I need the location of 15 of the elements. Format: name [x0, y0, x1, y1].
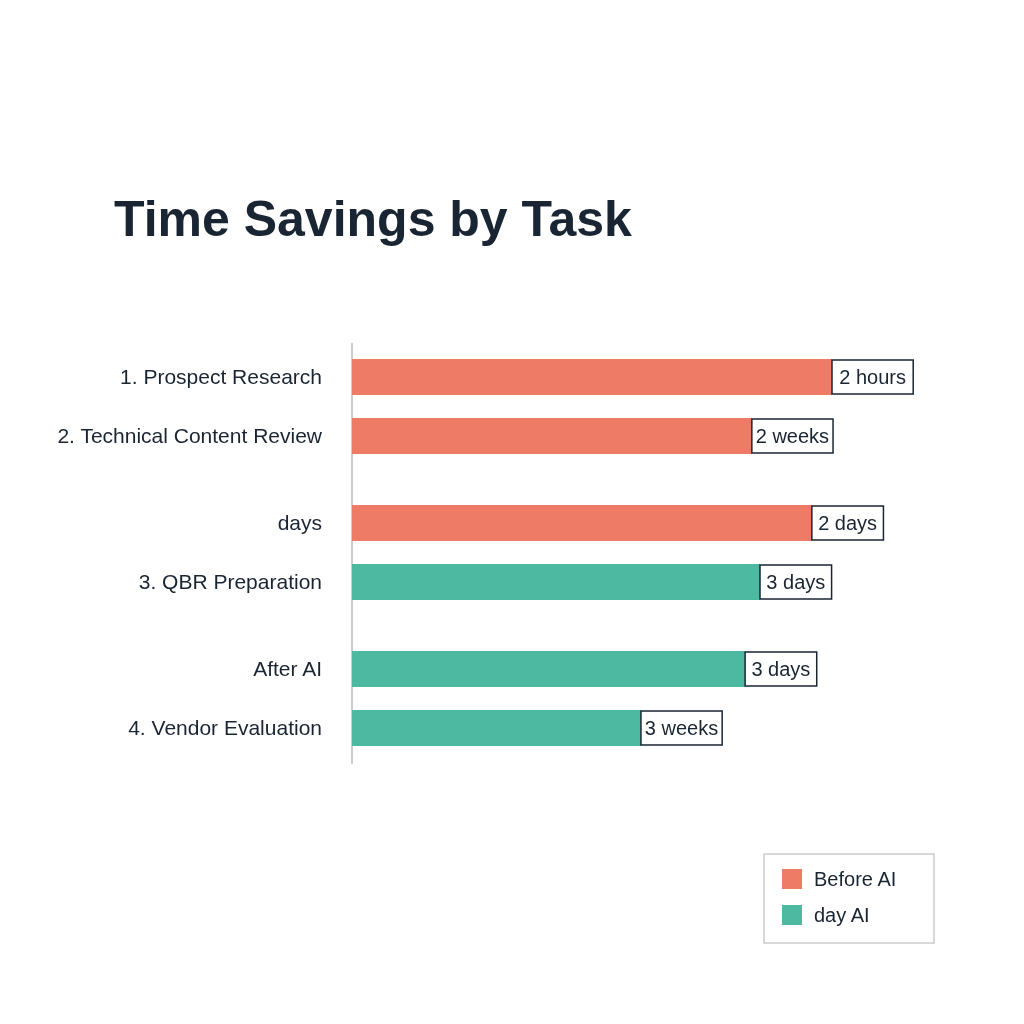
annotation: 3 days: [751, 658, 811, 680]
annotation: 2 hours: [839, 366, 906, 388]
y-tick-label: 3. QBR Preparation: [138, 570, 322, 593]
y-tick-label: 4. Vendor Evaluation: [128, 716, 322, 739]
y-tick-label: days: [277, 511, 322, 534]
annotation: 3 days: [766, 571, 826, 593]
legend-label: day AI: [814, 904, 870, 926]
y-tick-label: 2. Technical Content Review: [57, 424, 323, 447]
chart-title: Time Savings by Task: [114, 191, 633, 247]
legend-label: Before AI: [814, 868, 897, 890]
y-tick-label: 1. Prospect Research: [120, 365, 322, 388]
annotation: 2 weeks: [755, 425, 830, 447]
y-tick-label: After AI: [253, 657, 322, 680]
annotation: 2 days: [818, 512, 878, 534]
annotation: 3 weeks: [644, 717, 719, 739]
